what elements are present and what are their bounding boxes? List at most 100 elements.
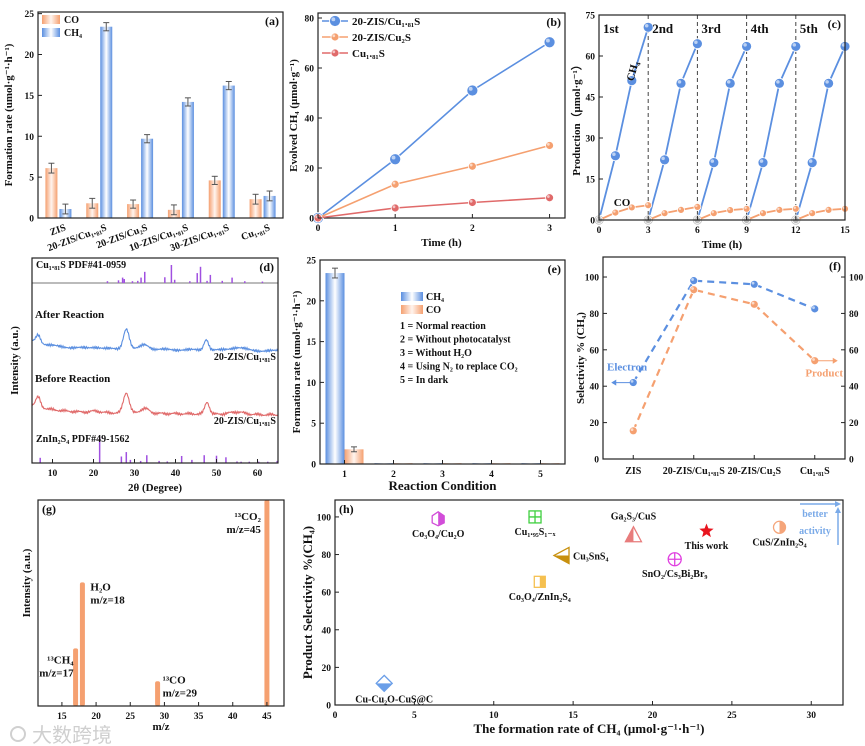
bar-co: [127, 204, 140, 218]
panel-label: (e): [548, 262, 561, 276]
data-point: [545, 193, 554, 203]
y-tick-label: 100: [317, 513, 332, 523]
data-point-highlight: [392, 181, 396, 185]
point-label: CuS/ZnIn₂S₄: [752, 537, 806, 548]
data-point-highlight: [711, 210, 714, 214]
data-point: [759, 209, 767, 218]
data-point-highlight: [678, 207, 682, 211]
data-point: [693, 202, 702, 211]
data-point: [823, 77, 834, 89]
y-tick-label: 10: [307, 379, 317, 389]
x-tick-label: 25: [126, 712, 136, 722]
x-axis-label: The formation rate of CH₄ (μmol·g⁻¹·h⁻¹): [473, 721, 704, 736]
data-point-highlight: [825, 80, 829, 84]
data-point-highlight: [629, 205, 632, 208]
data-point-highlight: [630, 428, 634, 431]
half-square-marker-icon: [539, 576, 546, 588]
peak-mz-label: m/z=45: [227, 524, 262, 536]
panel-b: 20-ZIS/Cu₁.₈₁S 20-ZIS/Cu₂S Cu₁.₈₁S 0 1 2 3 0 20 4…: [288, 12, 566, 249]
plot-frame: [31, 257, 279, 464]
x-axis-label: Time (h): [702, 239, 743, 251]
data-point-highlight: [691, 278, 694, 281]
x-tick-label: 2: [470, 224, 475, 234]
data-point-highlight: [630, 379, 634, 383]
category-label: 20-ZIS/Cu₂S: [727, 466, 781, 477]
x-tick-label: 1: [342, 470, 347, 480]
y-tick-label: 15: [25, 92, 35, 102]
plot-frame: [602, 256, 846, 460]
plot-frame: [37, 499, 285, 707]
category-label: Cu₁.₈₁S: [240, 222, 272, 243]
plot-frame: [598, 14, 846, 221]
sample-label: 20-ZIS/Cu₁.₈₁S: [214, 352, 277, 363]
y-axis-label: Production（μmol·g⁻¹）: [570, 59, 583, 176]
peak-mz-label: m/z=18: [90, 594, 125, 606]
category-label: ZIS: [625, 466, 642, 477]
data-point: [790, 41, 802, 52]
y-tick-label: 0: [590, 217, 595, 227]
data-point-highlight: [809, 210, 813, 214]
data-point: [808, 209, 817, 218]
y-tick-label: 80: [322, 551, 332, 561]
panel-label: (g): [42, 502, 56, 516]
cycle-label: 3rd: [701, 21, 721, 36]
legend-label: 20-ZIS/Cu₁.₈₁S: [352, 16, 420, 28]
mass-peak-bar: [73, 648, 79, 706]
pattern-label: Before Reaction: [35, 373, 110, 385]
series-line: [317, 41, 550, 219]
data-point: [628, 378, 638, 387]
panel-label: (f): [829, 259, 841, 273]
arrow-right-icon: [835, 501, 841, 507]
data-point-highlight: [808, 159, 813, 163]
square-grid-marker-icon: [529, 510, 542, 523]
data-point: [824, 205, 833, 214]
reference-label: ZnIn₂S₄ PDF#49-1562: [36, 434, 130, 445]
y-axis-label: Evolved CH₄ (μmol·g⁻¹): [288, 59, 300, 172]
x-tick-label: 5: [538, 470, 543, 480]
data-point: [810, 356, 820, 366]
x-tick-label: 45: [262, 712, 272, 722]
y-tick-label: 0: [594, 456, 599, 466]
y-tick-label: 0: [29, 215, 34, 225]
series-label-co: CO: [614, 197, 631, 209]
data-point: [675, 77, 687, 89]
x-tick-label: 40: [228, 712, 238, 722]
data-point: [749, 279, 759, 289]
x-tick-label: 40: [171, 469, 181, 479]
data-point-highlight: [792, 43, 797, 47]
annotation-activity: activity: [799, 526, 831, 537]
y-tick-label: 100: [585, 274, 600, 284]
data-point-highlight: [546, 195, 550, 198]
data-point-highlight: [661, 156, 665, 161]
condition-note: 1 = Normal reaction: [400, 321, 486, 332]
y-axis-label: Intensity (a.u.): [9, 326, 21, 395]
data-point: [644, 201, 653, 210]
bar-ch4: [181, 101, 194, 218]
data-point: [726, 206, 735, 215]
data-point-highlight: [776, 80, 780, 84]
watermark-logo-icon: [10, 726, 26, 742]
y-tick-label-right: 20: [849, 419, 859, 429]
x-tick-label: 1: [393, 224, 398, 234]
data-point-highlight: [743, 43, 747, 47]
y-tick-label: 75: [586, 12, 596, 22]
series-line: [794, 46, 846, 221]
data-point: [689, 276, 699, 286]
y-tick-label: 10: [25, 133, 35, 143]
data-point-highlight: [645, 202, 649, 206]
bar-ch4: [141, 138, 154, 218]
cycle-label: 5th: [800, 21, 819, 36]
data-point: [628, 426, 638, 436]
bar-ch4: [100, 26, 113, 219]
x-tick-label: 35: [194, 712, 204, 722]
y-tick-label: 15: [586, 176, 596, 186]
data-point-highlight: [726, 80, 731, 84]
legend-label: CH₄: [426, 292, 444, 303]
data-point: [611, 208, 620, 217]
data-point-highlight: [613, 210, 616, 213]
point-label: Cu-Cu₂O-CuS@C: [355, 694, 433, 705]
plot-frame: [37, 11, 284, 219]
y-tick-label: 60: [322, 589, 332, 599]
bar-ch4: [263, 195, 276, 218]
